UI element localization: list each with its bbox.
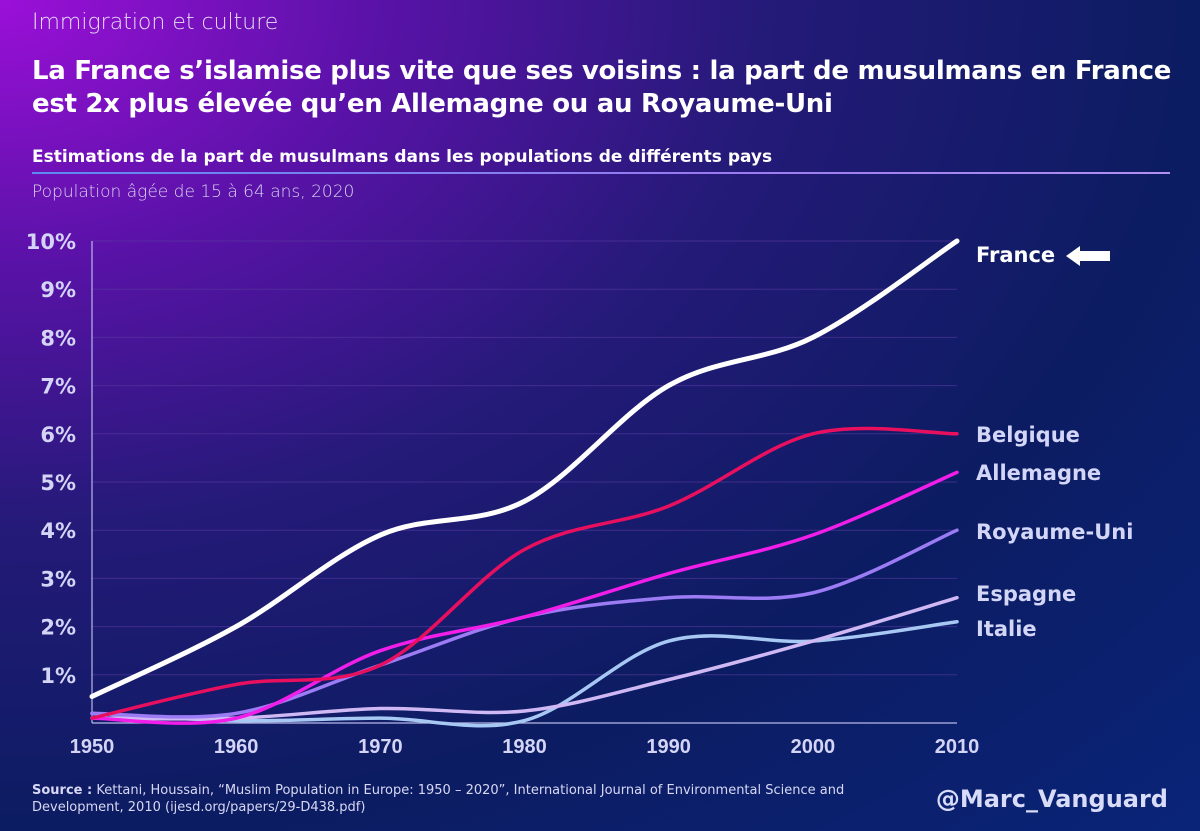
y-tick-label: 4% [40,519,76,543]
chart-subtitle: Estimations de la part de musulmans dans… [32,147,773,167]
series-line-france [89,238,960,699]
y-tick-label: 6% [40,423,76,447]
author-handle: @Marc_Vanguard [935,785,1168,813]
y-tick-label: 10% [26,230,76,254]
kicker: Immigration et culture [32,10,279,35]
source-label: Source : [32,783,93,798]
series-label-espagne: Espagne [976,582,1076,606]
y-tick-label: 7% [40,375,76,399]
x-tick-label: 1960 [214,736,259,758]
series-label-france: France [976,243,1055,267]
y-tick-label: 1% [40,664,76,688]
chart-note: Population âgée de 15 à 64 ans, 2020 [32,182,355,202]
x-tick-label: 2000 [791,736,836,758]
y-tick-label: 9% [40,278,76,302]
x-tick-label: 1970 [358,736,403,758]
y-tick-label: 2% [40,616,76,640]
x-tick-label: 1990 [646,736,691,758]
x-tick-label: 1980 [502,736,547,758]
arrow-left-icon [1066,246,1110,266]
series-label-allemagne: Allemagne [976,461,1101,485]
series-line-allemagne [90,470,959,725]
series-label-belgique: Belgique [976,423,1080,447]
y-tick-label: 3% [40,567,76,591]
y-tick-label: 5% [40,471,76,495]
x-tick-label: 1950 [70,736,115,758]
page-title: La France s’islamise plus vite que ses v… [32,56,1172,119]
source-text: Kettani, Houssain, “Muslim Population in… [32,783,845,815]
series-label-royaume-uni: Royaume-Uni [976,520,1133,544]
x-tick-label: 2010 [935,736,980,758]
series-line-belgique [90,426,959,720]
y-tick-label: 8% [40,326,76,350]
source-note: Source : Kettani, Houssain, “Muslim Popu… [32,782,922,816]
series-label-italie: Italie [976,617,1037,641]
divider [32,172,1170,174]
